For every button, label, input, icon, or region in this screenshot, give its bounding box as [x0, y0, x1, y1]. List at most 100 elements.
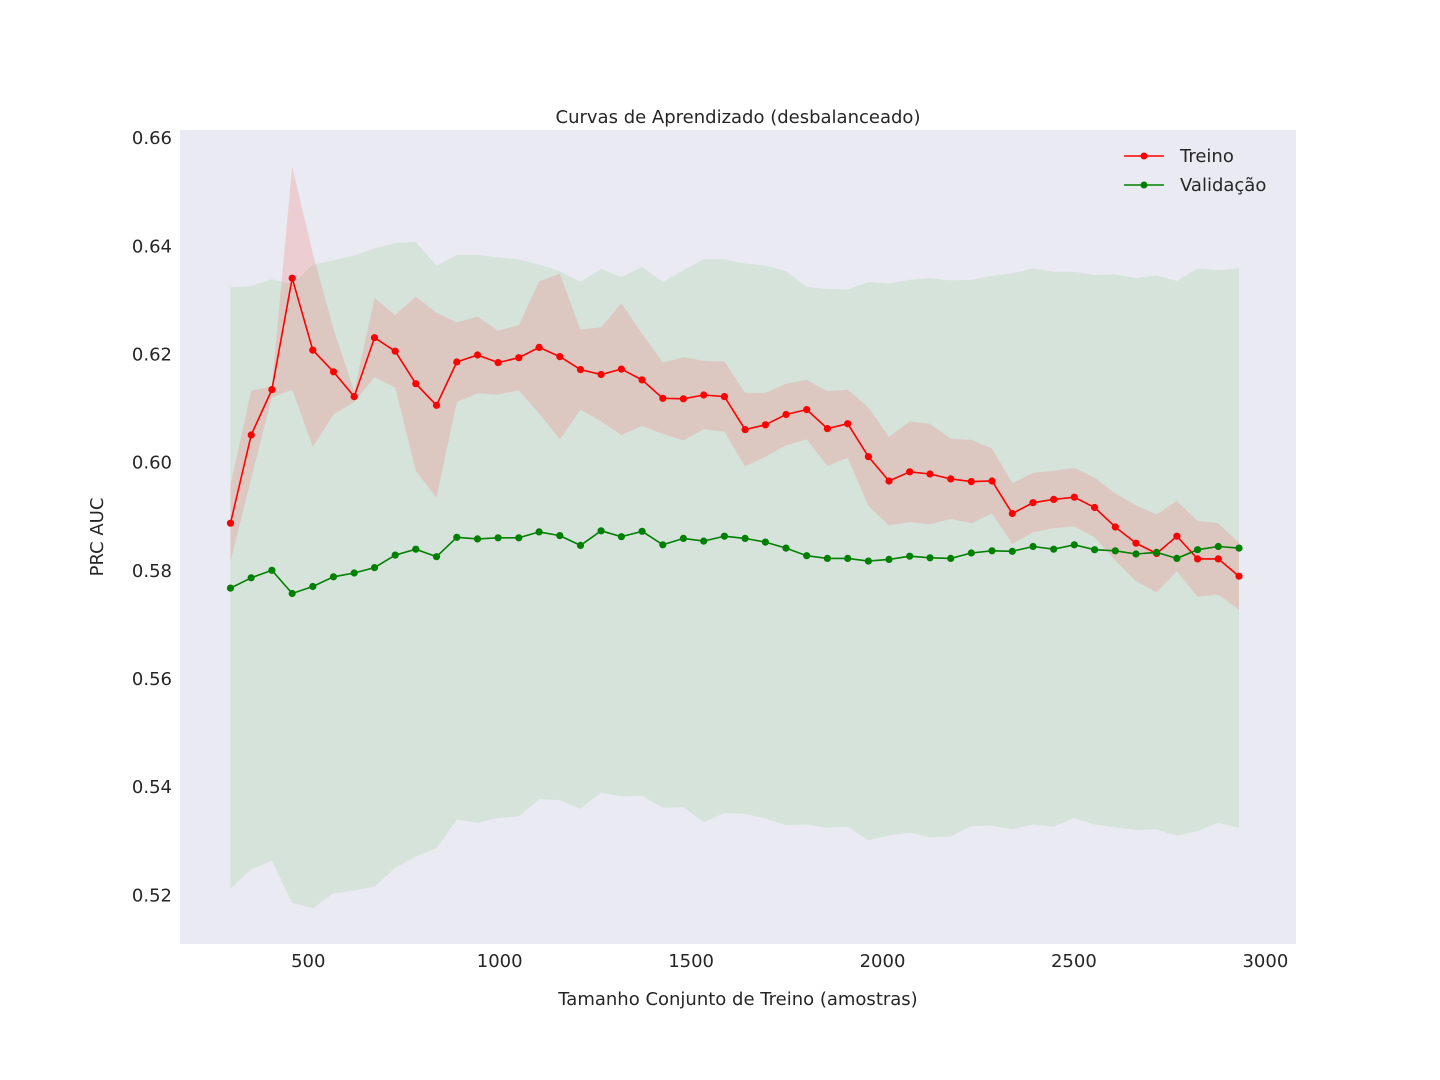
point-treino: [1235, 572, 1243, 580]
point-treino: [761, 421, 770, 429]
point-treino: [576, 366, 585, 374]
point-treino: [967, 478, 975, 486]
point-validacao: [659, 541, 667, 549]
x-tick-label: 3000: [1242, 951, 1288, 972]
point-treino: [391, 347, 399, 355]
point-treino: [350, 393, 358, 401]
point-treino: [226, 519, 235, 527]
point-treino: [1091, 503, 1099, 512]
point-validacao: [453, 533, 461, 541]
point-validacao: [844, 554, 852, 563]
point-validacao: [679, 534, 688, 543]
point-treino: [535, 343, 543, 351]
point-validacao: [576, 541, 585, 550]
y-tick-label: 0.52: [132, 885, 172, 906]
point-validacao: [1194, 546, 1202, 554]
point-treino: [1214, 555, 1222, 563]
point-validacao: [906, 552, 914, 560]
point-validacao: [926, 554, 934, 562]
point-treino: [926, 470, 934, 478]
y-axis-ticks: 0.52 0.54 0.56 0.58 0.60 0.62 0.64 0.66: [132, 128, 172, 906]
point-treino: [1029, 499, 1037, 507]
point-validacao: [967, 549, 975, 557]
point-treino: [432, 401, 441, 409]
x-tick-label: 1000: [477, 951, 523, 972]
point-treino: [700, 391, 708, 399]
point-validacao: [782, 544, 790, 552]
point-validacao: [638, 527, 646, 535]
y-tick-label: 0.58: [132, 561, 172, 582]
point-validacao: [309, 582, 317, 591]
point-validacao: [412, 545, 420, 553]
point-treino: [617, 365, 626, 373]
series-points: [226, 274, 1243, 598]
x-tick-label: 2500: [1051, 951, 1097, 972]
point-validacao: [350, 569, 358, 577]
point-validacao: [1111, 547, 1119, 555]
point-treino: [556, 353, 564, 361]
point-treino: [1008, 509, 1016, 518]
point-validacao: [226, 584, 235, 592]
y-tick-label: 0.54: [132, 777, 172, 798]
point-validacao: [1173, 554, 1181, 563]
chart-title: Curvas de Aprendizado (desbalanceado): [556, 107, 921, 128]
y-tick-label: 0.66: [132, 128, 172, 149]
point-validacao: [1008, 547, 1016, 555]
point-validacao: [988, 547, 996, 555]
x-axis-ticks: 500 1000 1500 2000 2500 3000: [291, 951, 1288, 972]
point-treino: [1173, 532, 1181, 540]
point-validacao: [1029, 542, 1037, 551]
point-treino: [1132, 539, 1140, 547]
point-validacao: [268, 566, 276, 574]
y-axis-label: PRC AUC: [87, 498, 108, 577]
point-treino: [309, 346, 317, 354]
point-treino: [947, 475, 955, 483]
legend: Treino Validação: [1124, 146, 1266, 196]
point-validacao: [823, 554, 832, 563]
point-validacao: [741, 534, 749, 543]
x-tick-label: 500: [291, 951, 325, 972]
legend-label-validacao: Validação: [1180, 175, 1266, 196]
y-tick-label: 0.64: [132, 236, 172, 257]
point-treino: [1050, 495, 1058, 503]
point-validacao: [1132, 550, 1140, 558]
point-treino: [494, 359, 502, 367]
point-treino: [823, 425, 832, 433]
point-validacao: [1235, 544, 1243, 552]
point-validacao: [1091, 546, 1099, 554]
point-validacao: [720, 532, 729, 540]
point-validacao: [700, 537, 708, 545]
point-validacao: [432, 553, 441, 561]
point-validacao: [761, 538, 770, 546]
point-treino: [1111, 523, 1119, 531]
point-treino: [906, 468, 914, 476]
point-validacao: [494, 534, 502, 542]
point-treino: [679, 395, 688, 403]
y-tick-label: 0.60: [132, 453, 172, 474]
point-treino: [370, 334, 379, 342]
point-treino: [741, 426, 749, 434]
point-validacao: [803, 552, 811, 560]
x-axis-label: Tamanho Conjunto de Treino (amostras): [557, 989, 917, 1010]
point-validacao: [556, 532, 564, 540]
point-validacao: [1050, 545, 1058, 553]
band-treino: [230, 166, 1239, 610]
point-validacao: [515, 534, 523, 542]
y-tick-label: 0.56: [132, 669, 172, 690]
point-treino: [720, 393, 729, 401]
point-treino: [473, 351, 482, 359]
x-tick-label: 1500: [668, 951, 714, 972]
point-validacao: [370, 564, 379, 572]
legend-label-treino: Treino: [1179, 146, 1234, 167]
point-treino: [782, 410, 790, 419]
point-validacao: [247, 574, 255, 582]
point-treino: [247, 431, 255, 439]
point-treino: [288, 274, 296, 282]
point-validacao: [329, 573, 338, 581]
point-treino: [412, 380, 420, 388]
point-validacao: [535, 528, 543, 536]
point-treino: [1070, 493, 1078, 501]
point-treino: [597, 370, 605, 379]
point-validacao: [1070, 541, 1078, 549]
